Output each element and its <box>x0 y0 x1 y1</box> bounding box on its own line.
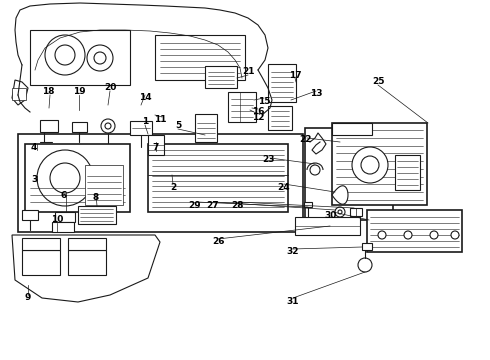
Bar <box>268 106 292 130</box>
Circle shape <box>105 123 111 129</box>
Bar <box>395 155 420 190</box>
Text: 25: 25 <box>372 77 384 86</box>
Circle shape <box>361 156 379 174</box>
Text: 3: 3 <box>31 175 37 184</box>
Text: 18: 18 <box>42 87 54 96</box>
Bar <box>18 134 303 232</box>
Text: 26: 26 <box>212 238 224 247</box>
Text: 14: 14 <box>139 94 151 103</box>
Bar <box>130 121 152 135</box>
Text: 8: 8 <box>93 193 99 202</box>
Bar <box>52 222 74 232</box>
Text: 19: 19 <box>73 87 85 96</box>
Text: 20: 20 <box>104 84 116 93</box>
Bar <box>295 217 360 235</box>
Circle shape <box>335 207 345 217</box>
Bar <box>40 120 58 132</box>
Circle shape <box>87 45 113 71</box>
Bar <box>148 135 164 155</box>
Circle shape <box>50 163 80 193</box>
Bar <box>22 250 60 275</box>
Bar <box>304 202 312 207</box>
Polygon shape <box>12 80 28 105</box>
Bar <box>155 35 245 80</box>
Circle shape <box>94 52 106 64</box>
Text: 15: 15 <box>258 98 270 107</box>
Bar <box>68 238 106 250</box>
Bar <box>25 144 130 212</box>
Text: 17: 17 <box>289 71 301 80</box>
Text: 21: 21 <box>242 68 254 77</box>
Text: 23: 23 <box>262 156 274 165</box>
Bar <box>332 123 427 205</box>
Text: 24: 24 <box>278 183 290 192</box>
Bar <box>55 212 75 222</box>
Text: 22: 22 <box>299 135 311 144</box>
Bar <box>22 210 38 220</box>
Bar <box>85 165 123 205</box>
Text: 7: 7 <box>153 144 159 153</box>
Circle shape <box>352 147 388 183</box>
Circle shape <box>378 231 386 239</box>
Circle shape <box>55 45 75 65</box>
Text: 31: 31 <box>287 297 299 306</box>
Bar <box>362 243 372 250</box>
Circle shape <box>451 231 459 239</box>
Bar <box>268 64 296 102</box>
Circle shape <box>37 150 93 206</box>
Bar <box>205 66 237 88</box>
Polygon shape <box>332 186 348 204</box>
Bar <box>30 30 130 85</box>
Bar <box>367 210 462 252</box>
Text: 11: 11 <box>154 116 166 125</box>
Bar <box>12 88 26 100</box>
Bar <box>195 114 217 142</box>
Text: 27: 27 <box>207 201 220 210</box>
Bar <box>68 250 106 275</box>
Bar <box>228 92 256 122</box>
Circle shape <box>358 258 372 272</box>
Circle shape <box>404 231 412 239</box>
Text: 13: 13 <box>310 90 322 99</box>
Text: 1: 1 <box>142 117 148 126</box>
Bar <box>305 128 393 220</box>
Text: 4: 4 <box>31 143 37 152</box>
Text: 10: 10 <box>51 216 63 225</box>
Circle shape <box>338 210 342 214</box>
Text: 2: 2 <box>170 183 176 192</box>
Circle shape <box>45 35 85 75</box>
Text: 32: 32 <box>287 248 299 256</box>
Bar <box>332 123 372 135</box>
Bar <box>72 122 87 132</box>
Text: 29: 29 <box>189 201 201 210</box>
Bar <box>148 144 288 212</box>
Text: 28: 28 <box>231 201 243 210</box>
Bar <box>22 238 60 250</box>
Text: 12: 12 <box>252 112 264 122</box>
Text: 6: 6 <box>61 190 67 199</box>
Text: 30: 30 <box>325 211 337 220</box>
Text: 9: 9 <box>25 293 31 302</box>
Text: 5: 5 <box>175 122 181 130</box>
Circle shape <box>310 165 320 175</box>
Bar <box>350 208 362 216</box>
Text: 16: 16 <box>252 108 264 117</box>
Circle shape <box>101 119 115 133</box>
Circle shape <box>430 231 438 239</box>
Polygon shape <box>12 235 160 302</box>
Bar <box>78 206 116 224</box>
